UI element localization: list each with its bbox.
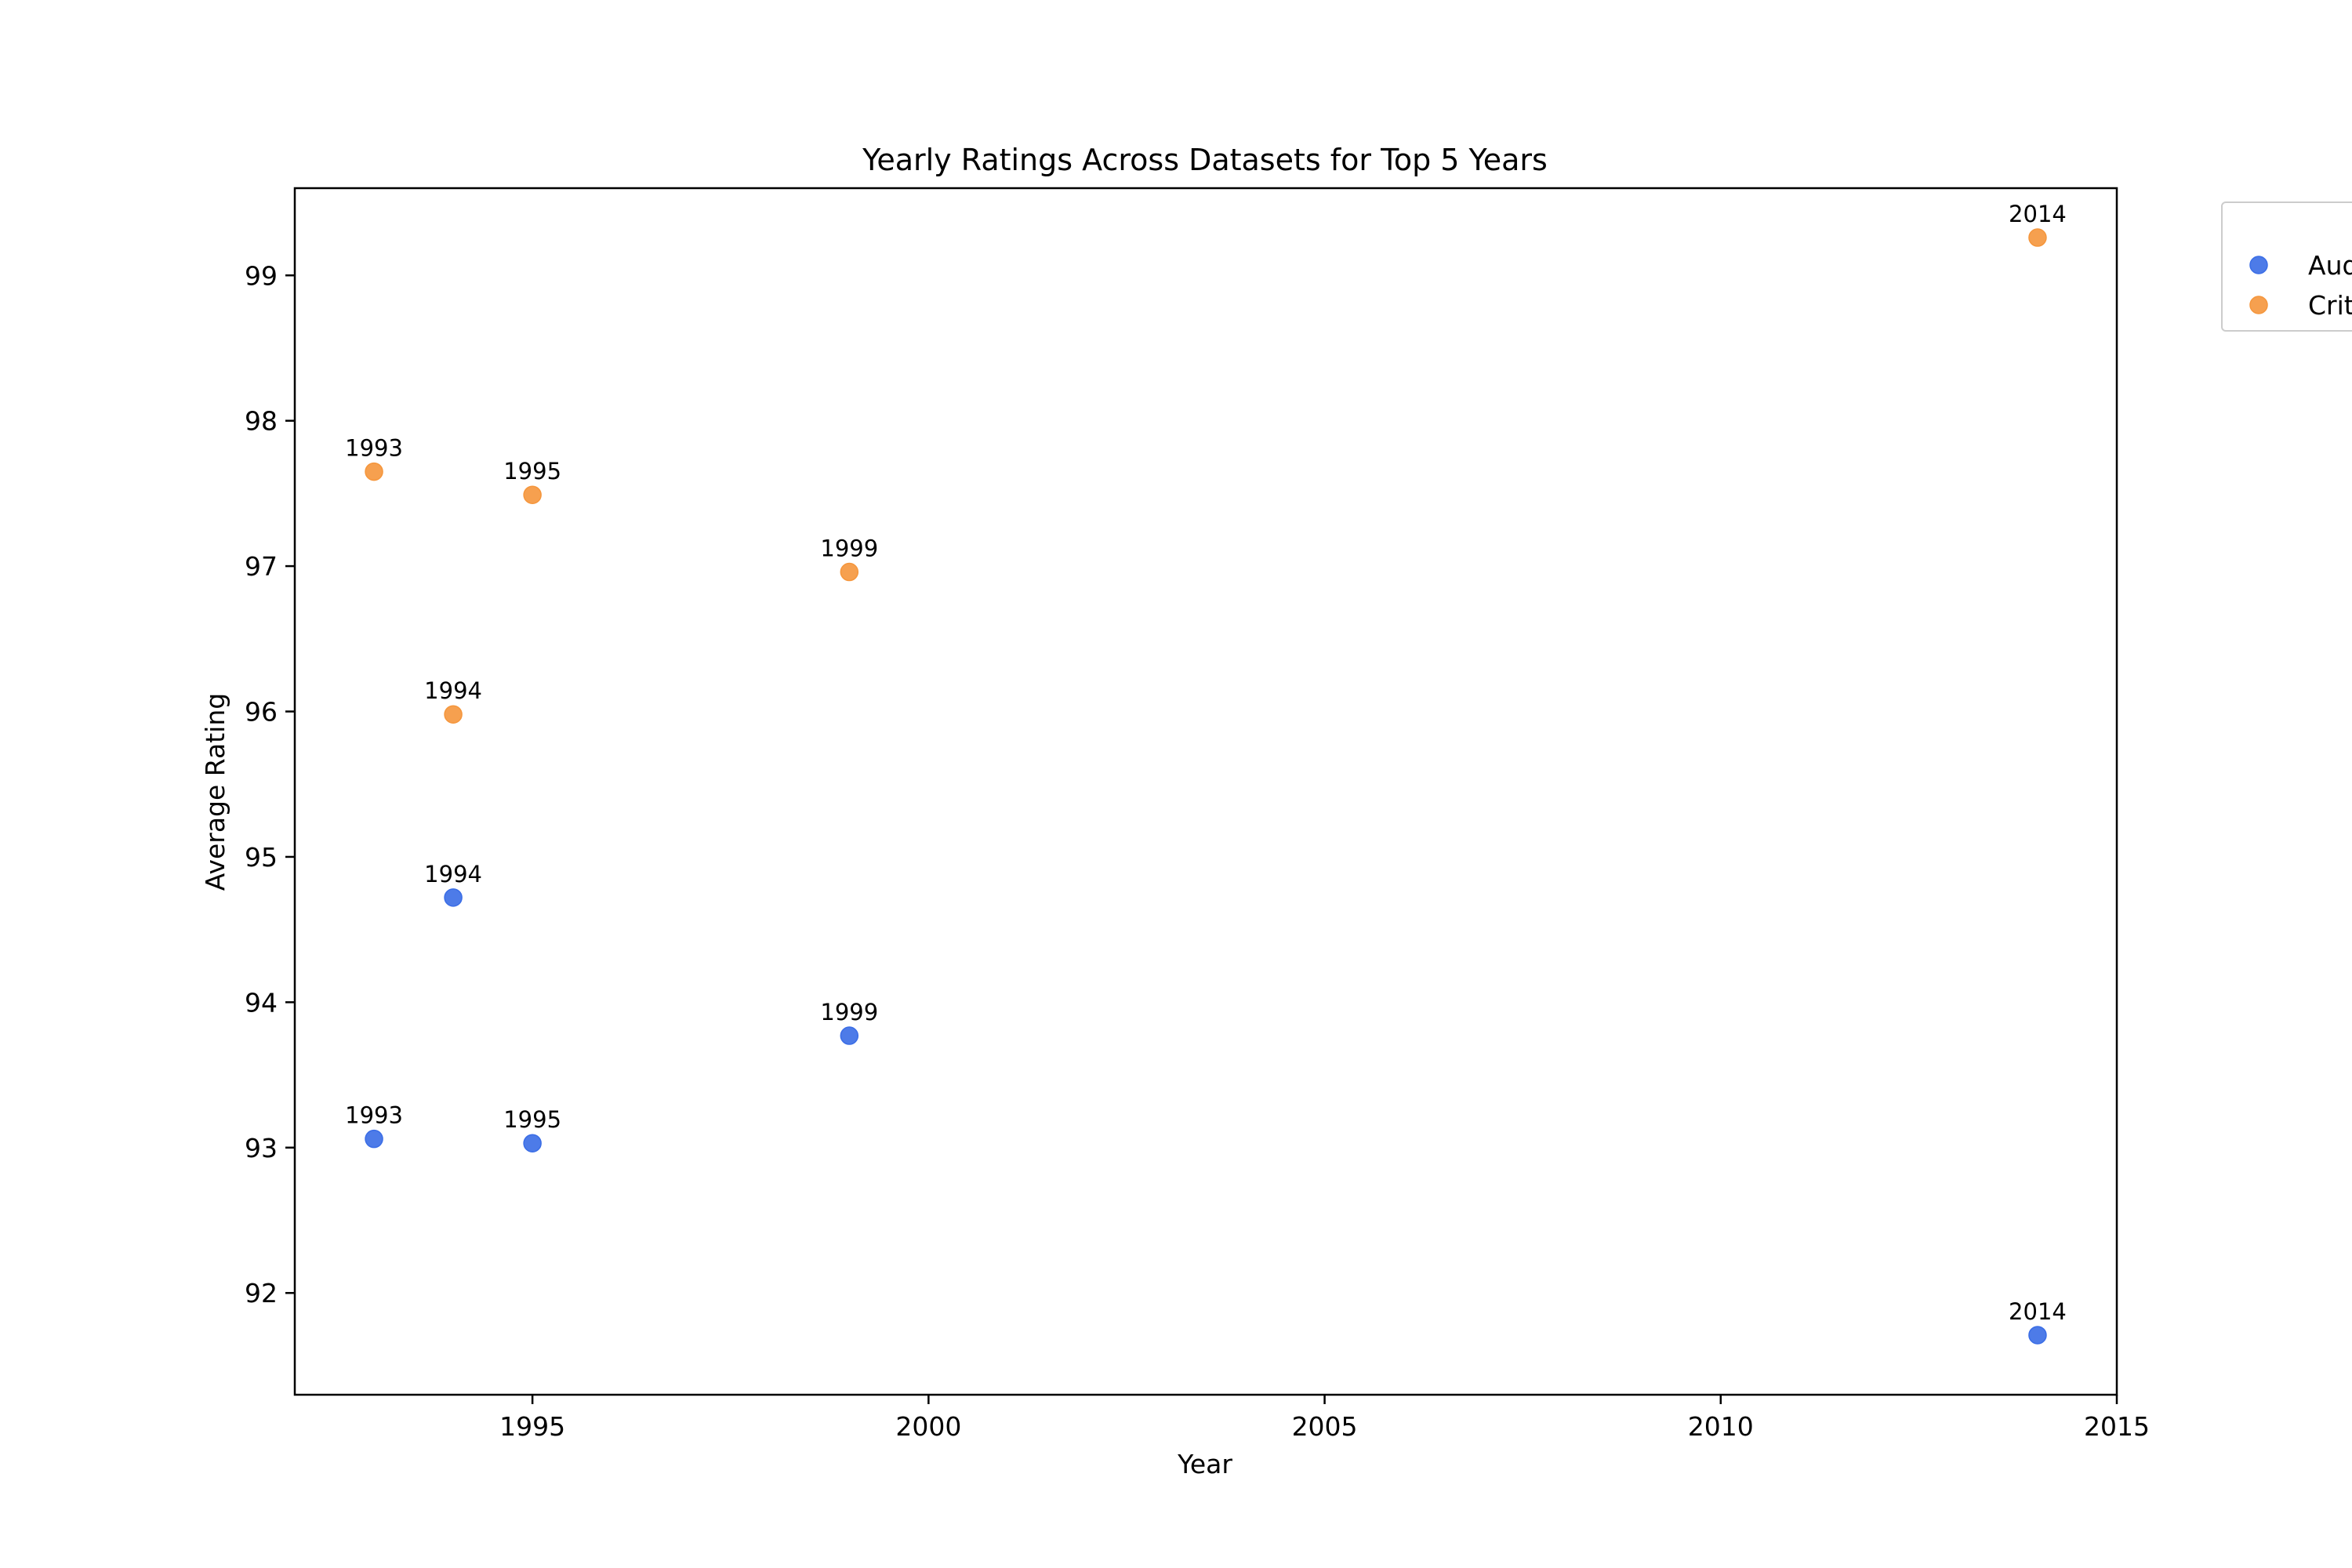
data-point bbox=[523, 1134, 542, 1152]
data-point bbox=[444, 705, 463, 724]
data-point-label: 1993 bbox=[345, 1102, 403, 1129]
x-tick-label: 2015 bbox=[2084, 1411, 2150, 1442]
data-point bbox=[840, 562, 859, 582]
x-axis-ticks: 1995 2000 2005 2010 2015 bbox=[499, 1395, 2150, 1442]
legend-marker bbox=[2249, 256, 2268, 274]
data-point-label: 1999 bbox=[820, 999, 878, 1025]
data-point bbox=[365, 1129, 383, 1149]
x-tick-label: 2005 bbox=[1292, 1411, 1358, 1442]
plot-area bbox=[293, 187, 2118, 1396]
y-tick-label: 99 bbox=[245, 260, 278, 291]
x-tick-label: 2010 bbox=[1688, 1411, 1754, 1442]
data-point bbox=[840, 1026, 859, 1045]
y-tick-label: 93 bbox=[245, 1133, 278, 1163]
x-axis-label: Year bbox=[1177, 1449, 1232, 1479]
y-axis-label: Average Rating bbox=[200, 693, 230, 891]
legend-marker bbox=[2249, 296, 2268, 314]
data-point-label: 2014 bbox=[2009, 201, 2067, 227]
legend-label: Aud bbox=[2308, 250, 2352, 281]
y-tick-label: 92 bbox=[245, 1278, 278, 1308]
y-tick-label: 95 bbox=[245, 842, 278, 873]
y-tick-label: 94 bbox=[245, 987, 278, 1018]
y-axis-ticks: 92 93 94 95 96 97 98 99 bbox=[245, 260, 295, 1308]
data-point-label: 1993 bbox=[345, 435, 403, 462]
y-tick-label: 97 bbox=[245, 551, 278, 582]
data-point-label: 1995 bbox=[503, 458, 561, 485]
legend-label: Crit bbox=[2308, 290, 2352, 321]
data-point bbox=[444, 888, 463, 907]
chart-title: Yearly Ratings Across Datasets for Top 5… bbox=[862, 143, 1548, 177]
series-aud: 1993 1994 1995 1999 2014 bbox=[345, 861, 2067, 1345]
y-tick-label: 98 bbox=[245, 406, 278, 437]
data-point bbox=[523, 485, 542, 504]
data-point-label: 1999 bbox=[820, 535, 878, 562]
x-tick-label: 2000 bbox=[895, 1411, 961, 1442]
data-point bbox=[365, 462, 383, 481]
legend: Aud Crit bbox=[2221, 201, 2352, 332]
data-point bbox=[2028, 228, 2047, 247]
y-tick-label: 96 bbox=[245, 697, 278, 728]
data-point-label: 2014 bbox=[2009, 1298, 2067, 1325]
data-points: 1993 1994 1995 1999 2014 1993 1994 1995 1999 2014 bbox=[345, 201, 2067, 1345]
series-crit: 1993 1994 1995 1999 2014 bbox=[345, 201, 2067, 724]
data-point-label: 1994 bbox=[424, 677, 482, 704]
data-point-label: 1994 bbox=[424, 861, 482, 887]
data-point bbox=[2028, 1326, 2047, 1345]
x-tick-label: 1995 bbox=[499, 1411, 565, 1442]
data-point-label: 1995 bbox=[503, 1106, 561, 1133]
